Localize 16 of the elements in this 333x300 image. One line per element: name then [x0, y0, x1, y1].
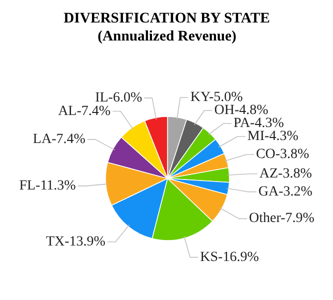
slice-label: CO-3.8%	[256, 147, 310, 162]
slice-label: KS-16.9%	[200, 250, 260, 265]
slice-label: GA-3.2%	[258, 184, 313, 200]
chart-title: DIVERSIFICATION BY STATE	[64, 10, 270, 26]
slice-label: MI-4.3%	[247, 129, 299, 144]
slice-label: Other-7.9%	[248, 211, 315, 226]
slice-label: OH-4.8%	[214, 103, 269, 118]
slice-label: PA-4.3%	[233, 116, 284, 132]
slice-label: FL-11.3%	[19, 178, 76, 194]
slice-label: TX-13.9%	[46, 234, 106, 250]
slice-label: AZ-3.8%	[259, 166, 312, 182]
slice-label: AL-7.4%	[58, 104, 111, 119]
slice-label: KY-5.0%	[190, 90, 244, 106]
slice-label: IL-6.0%	[95, 90, 142, 106]
slice-label: LA-7.4%	[32, 132, 86, 147]
chart-subtitle: (Annualized Revenue)	[98, 28, 237, 44]
